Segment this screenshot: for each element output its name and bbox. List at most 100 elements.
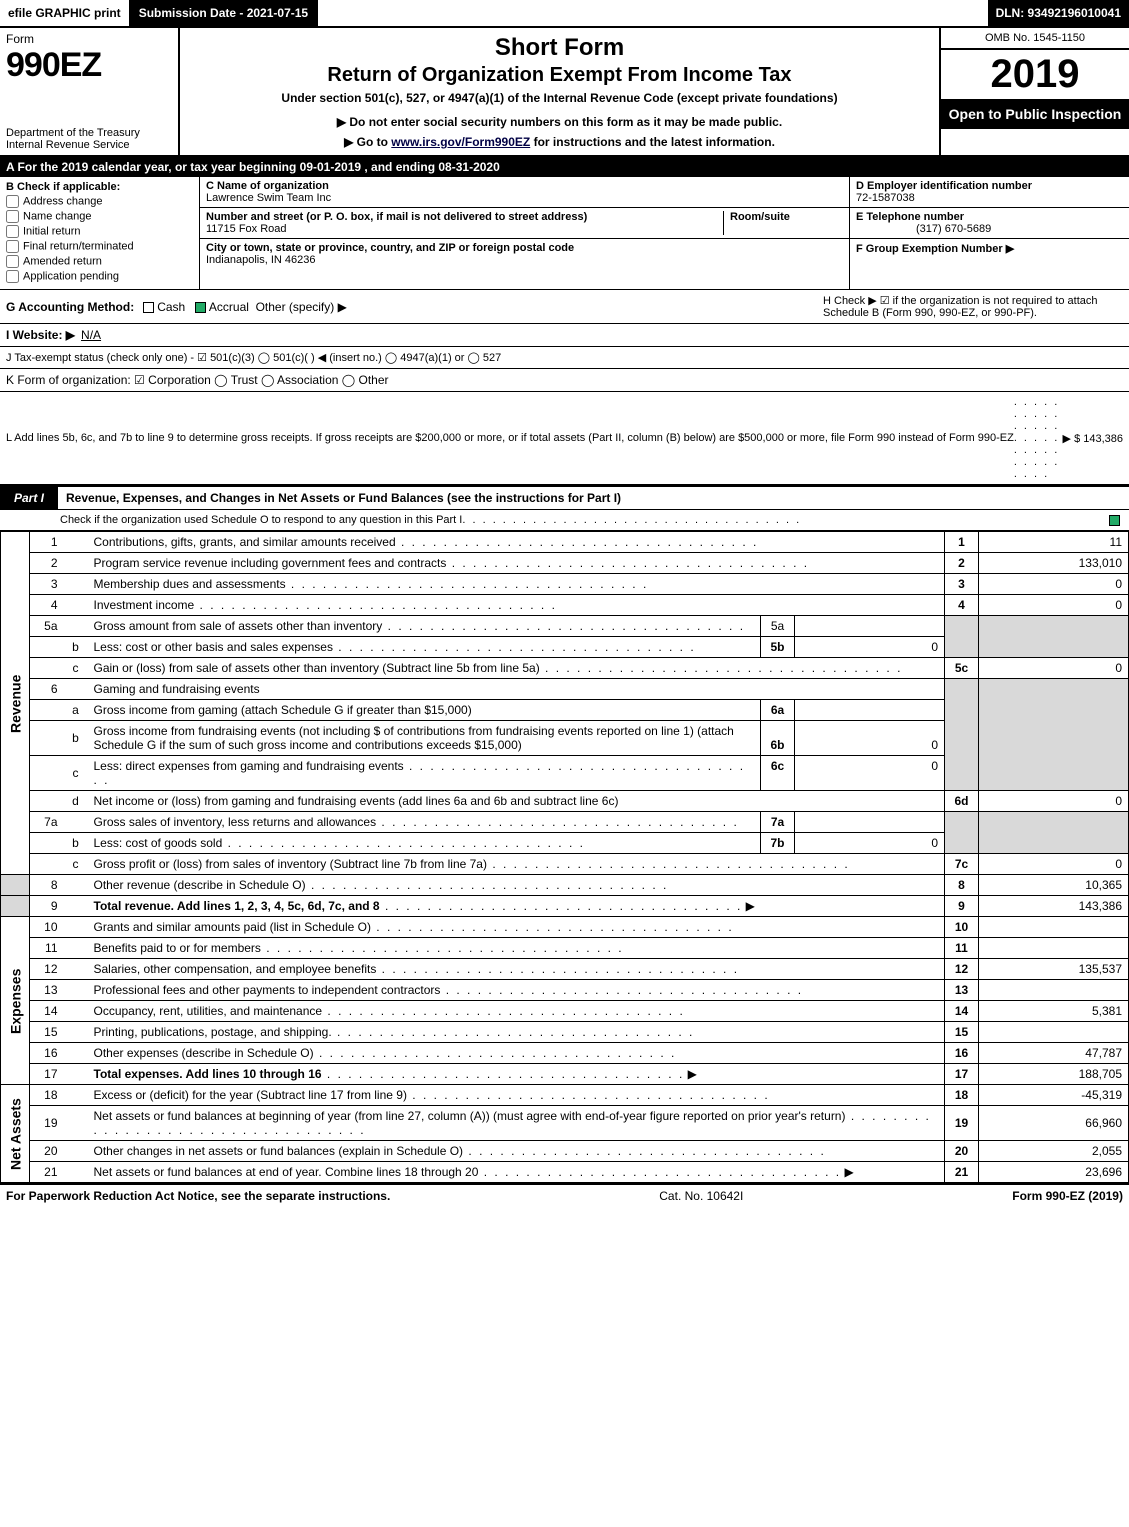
val-14: 5,381 [979, 1001, 1129, 1022]
top-bar: efile GRAPHIC print Submission Date - 20… [0, 0, 1129, 28]
line-16: 16 Other expenses (describe in Schedule … [1, 1043, 1129, 1064]
subtitle: Under section 501(c), 527, or 4947(a)(1)… [188, 91, 931, 105]
submission-date: Submission Date - 2021-07-15 [131, 0, 318, 26]
line-6d: d Net income or (loss) from gaming and f… [1, 791, 1129, 812]
line-4: 4 Investment income 40 [1, 595, 1129, 616]
topbar-spacer [318, 0, 987, 26]
g-cash[interactable]: Cash [140, 300, 185, 314]
line-13: 13 Professional fees and other payments … [1, 980, 1129, 1001]
org-name-label: C Name of organization [206, 180, 843, 192]
val-15 [979, 1022, 1129, 1043]
department: Department of the Treasury Internal Reve… [6, 127, 172, 151]
val-1: 11 [979, 532, 1129, 553]
val-5c: 0 [979, 658, 1129, 679]
col-d-ein-tel: D Employer identification number 72-1587… [849, 177, 1129, 289]
efile-print[interactable]: efile GRAPHIC print [0, 0, 131, 26]
cb-initial-return[interactable]: Initial return [6, 225, 193, 238]
row-l-amount: ▶ $ 143,386 [1063, 432, 1123, 445]
line-19: 19 Net assets or fund balances at beginn… [1, 1106, 1129, 1141]
val-9: 143,386 [979, 896, 1129, 917]
form-number: 990EZ [6, 46, 172, 85]
val-13 [979, 980, 1129, 1001]
val-6d: 0 [979, 791, 1129, 812]
line-2: 2 Program service revenue including gove… [1, 553, 1129, 574]
ein: 72-1587038 [856, 192, 915, 204]
val-3: 0 [979, 574, 1129, 595]
val-19: 66,960 [979, 1106, 1129, 1141]
line-1: Revenue 1 Contributions, gifts, grants, … [1, 532, 1129, 553]
val-2: 133,010 [979, 553, 1129, 574]
line-17: 17 Total expenses. Add lines 10 through … [1, 1064, 1129, 1085]
cb-application-pending[interactable]: Application pending [6, 270, 193, 283]
line-9: 9 Total revenue. Add lines 1, 2, 3, 4, 5… [1, 896, 1129, 917]
sidebar-revenue: Revenue [1, 532, 30, 875]
irs-link[interactable]: www.irs.gov/Form990EZ [391, 135, 530, 149]
val-20: 2,055 [979, 1141, 1129, 1162]
col-c-org-info: C Name of organization Lawrence Swim Tea… [200, 177, 849, 289]
org-name: Lawrence Swim Team Inc [206, 192, 843, 204]
line-5c: c Gain or (loss) from sale of assets oth… [1, 658, 1129, 679]
val-18: -45,319 [979, 1085, 1129, 1106]
val-7c: 0 [979, 854, 1129, 875]
form-ref: Form 990-EZ (2019) [1012, 1189, 1123, 1203]
val-6b: 0 [794, 721, 944, 755]
row-i-website: I Website: ▶ N/A [0, 324, 1129, 347]
g-accrual[interactable]: Accrual [192, 300, 249, 314]
form-label: Form [6, 32, 172, 46]
sidebar-expenses: Expenses [1, 917, 30, 1085]
val-6c: 0 [794, 756, 944, 790]
part-1-header: Part I Revenue, Expenses, and Changes in… [0, 485, 1129, 510]
arrow-icon: ▶ [844, 1165, 853, 1179]
tel-label: E Telephone number [856, 211, 964, 223]
val-10 [979, 917, 1129, 938]
val-21: 23,696 [979, 1162, 1129, 1183]
g-other[interactable]: Other (specify) ▶ [256, 300, 347, 314]
line-5a: 5a Gross amount from sale of assets othe… [1, 616, 1129, 637]
sidebar-net-assets: Net Assets [1, 1085, 30, 1183]
cb-amended-return[interactable]: Amended return [6, 255, 193, 268]
cat-no: Cat. No. 10642I [659, 1189, 743, 1203]
line-12: 12 Salaries, other compensation, and emp… [1, 959, 1129, 980]
i-label: I Website: ▶ [6, 328, 75, 342]
row-g-accounting: G Accounting Method: Cash Accrual Other … [0, 290, 1129, 324]
street: 11715 Fox Road [206, 223, 287, 235]
line-20: 20 Other changes in net assets or fund b… [1, 1141, 1129, 1162]
arrow-icon: ▶ [688, 1067, 697, 1081]
cb-final-return[interactable]: Final return/terminated [6, 240, 193, 253]
cb-address-change[interactable]: Address change [6, 195, 193, 208]
val-8: 10,365 [979, 875, 1129, 896]
goto-link-line: ▶ Go to www.irs.gov/Form990EZ for instru… [188, 135, 931, 149]
col-b-checkboxes: B Check if applicable: Address change Na… [0, 177, 200, 289]
tax-year: 2019 [941, 50, 1129, 99]
city-label: City or town, state or province, country… [206, 242, 843, 254]
title-short-form: Short Form [188, 34, 931, 62]
group-exemption-label: F Group Exemption Number ▶ [856, 243, 1014, 255]
val-12: 135,537 [979, 959, 1129, 980]
title-return: Return of Organization Exempt From Incom… [188, 64, 931, 87]
line-7c: c Gross profit or (loss) from sales of i… [1, 854, 1129, 875]
val-7a [794, 812, 944, 832]
dln: DLN: 93492196010041 [988, 0, 1129, 26]
cb-name-change[interactable]: Name change [6, 210, 193, 223]
col-b-header: B Check if applicable: [6, 181, 193, 193]
schedule-o-checkbox[interactable] [1109, 515, 1120, 526]
g-label: G Accounting Method: [6, 300, 134, 314]
open-public-inspection: Open to Public Inspection [941, 99, 1129, 129]
website-value: N/A [81, 328, 101, 342]
val-7b: 0 [794, 833, 944, 853]
goto-post: for instructions and the latest informat… [534, 135, 775, 149]
val-11 [979, 938, 1129, 959]
omb-number: OMB No. 1545-1150 [941, 28, 1129, 50]
part-1-tag: Part I [0, 487, 58, 509]
header-left: Form 990EZ Department of the Treasury In… [0, 28, 180, 155]
line-11: 11 Benefits paid to or for members 11 [1, 938, 1129, 959]
schedule-o-check-text: Check if the organization used Schedule … [60, 514, 462, 526]
part-1-check-o: Check if the organization used Schedule … [0, 510, 1129, 531]
telephone: (317) 670-5689 [856, 223, 991, 235]
line-21: 21 Net assets or fund balances at end of… [1, 1162, 1129, 1183]
val-5b: 0 [794, 637, 944, 657]
line-14: 14 Occupancy, rent, utilities, and maint… [1, 1001, 1129, 1022]
part-1-title: Revenue, Expenses, and Changes in Net As… [66, 491, 621, 505]
row-l-gross-receipts: L Add lines 5b, 6c, and 7b to line 9 to … [0, 392, 1129, 485]
val-6a [794, 700, 944, 720]
